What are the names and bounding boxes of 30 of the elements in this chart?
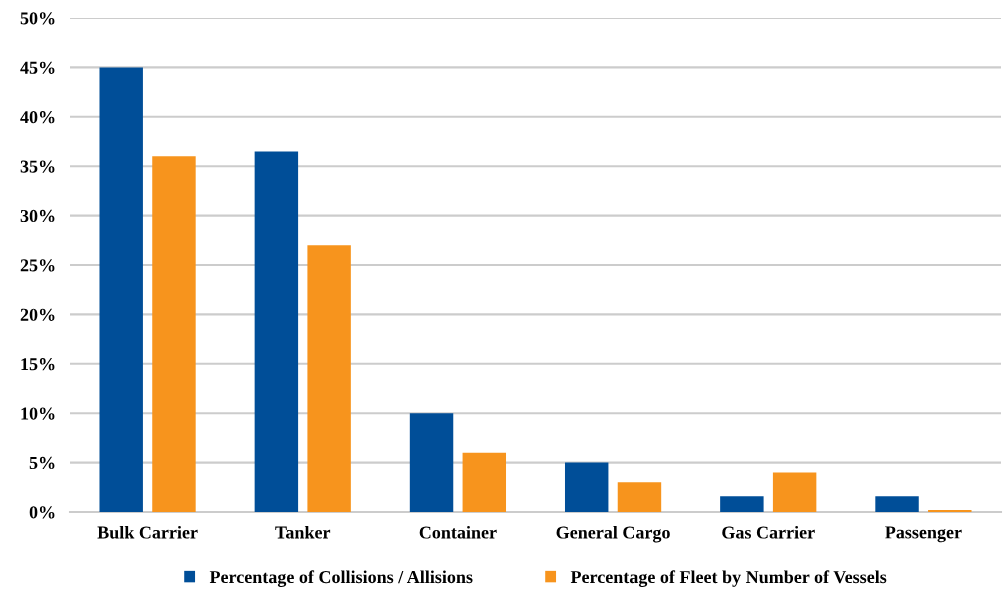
x-tick-label: Gas Carrier — [722, 525, 815, 539]
y-tick-label: 15% — [21, 358, 55, 371]
y-tick-label: 35% — [20, 160, 55, 173]
bar — [99, 67, 143, 512]
y-tick-label: 40% — [20, 111, 55, 124]
bar — [875, 496, 919, 512]
x-tick-label: Passenger — [885, 526, 962, 543]
y-tick-label: 50% — [20, 12, 55, 25]
bar — [564, 462, 609, 512]
bar — [772, 472, 817, 512]
bar — [254, 151, 299, 512]
x-tick-label: Container — [419, 525, 497, 539]
bar — [617, 482, 662, 512]
bar — [720, 496, 764, 512]
y-tick-label: 25% — [20, 259, 55, 272]
bar — [462, 452, 507, 512]
y-tick-label: 30% — [20, 209, 55, 223]
bar — [152, 156, 196, 512]
y-tick-label: 10% — [21, 407, 55, 420]
legend-label: Percentage of Fleet by Number of Vessels — [570, 570, 887, 587]
bar — [409, 413, 454, 512]
x-tick-label: Tanker — [275, 525, 331, 539]
y-tick-label: 45% — [20, 61, 55, 74]
legend-label: Percentage of Collisions / Allisions — [209, 570, 473, 587]
bar — [307, 245, 351, 512]
x-tick-label: Bulk Carrier — [97, 525, 198, 539]
y-tick-label: 5% — [29, 456, 55, 470]
y-tick-label: 20% — [20, 308, 55, 321]
x-tick-label: General Cargo — [556, 525, 670, 543]
y-tick-label: 0% — [29, 506, 55, 519]
